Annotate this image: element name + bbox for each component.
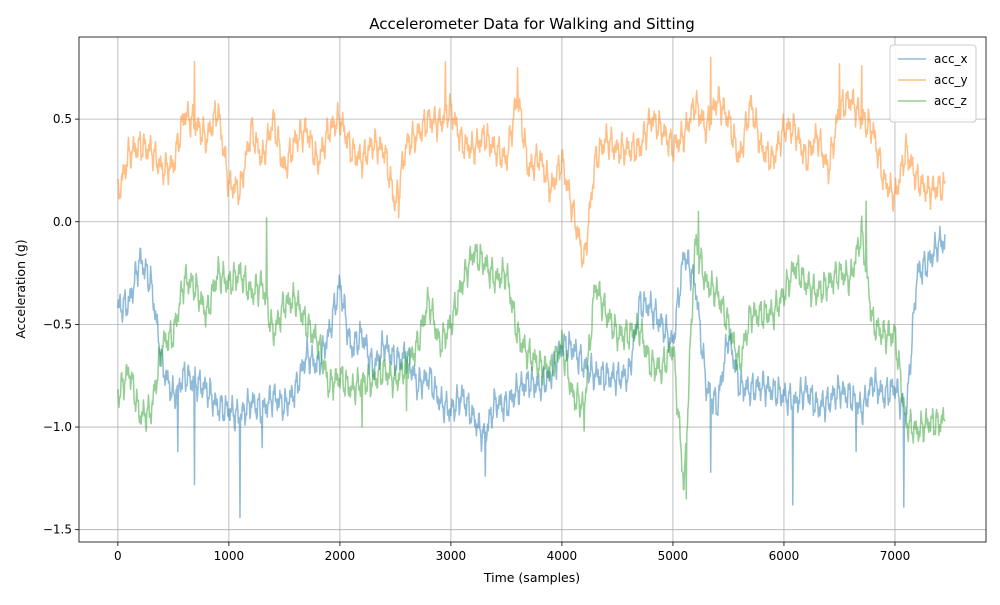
y-tick-label: 0.0 bbox=[53, 215, 72, 229]
y-tick-label: −1.0 bbox=[43, 420, 72, 434]
legend-box bbox=[889, 44, 977, 123]
series-line-acc-z bbox=[117, 200, 946, 500]
x-axis-title: Time (samples) bbox=[483, 570, 580, 585]
legend: acc_x acc_y acc_z bbox=[889, 44, 977, 123]
plot-frame bbox=[78, 36, 987, 543]
grid bbox=[79, 37, 986, 542]
chart-title: Accelerometer Data for Walking and Sitti… bbox=[369, 15, 695, 33]
y-axis-title: Acceleration (g) bbox=[13, 239, 28, 338]
series-line-acc-y bbox=[117, 56, 946, 268]
x-tick-label: 3000 bbox=[436, 549, 467, 563]
x-tick-label: 5000 bbox=[658, 549, 689, 563]
y-tick-label: −1.5 bbox=[43, 523, 72, 537]
series-group bbox=[117, 56, 946, 519]
legend-label: acc_y bbox=[934, 73, 968, 87]
y-tick-label: −0.5 bbox=[43, 317, 72, 331]
x-tick-label: 2000 bbox=[325, 549, 356, 563]
series-line-acc-x bbox=[117, 225, 946, 519]
y-tick-label: 0.5 bbox=[53, 112, 72, 126]
legend-label: acc_x bbox=[934, 52, 968, 66]
x-tick-label: 0 bbox=[114, 549, 122, 563]
legend-label: acc_z bbox=[934, 94, 967, 108]
x-tick-label: 1000 bbox=[214, 549, 245, 563]
x-tick-label: 6000 bbox=[769, 549, 800, 563]
x-tick-label: 4000 bbox=[547, 549, 578, 563]
axis-ticks: 0 1000 2000 3000 4000 5000 6000 7000 −1.5 −1.0 −0.… bbox=[43, 112, 910, 563]
x-tick-label: 7000 bbox=[880, 549, 911, 563]
